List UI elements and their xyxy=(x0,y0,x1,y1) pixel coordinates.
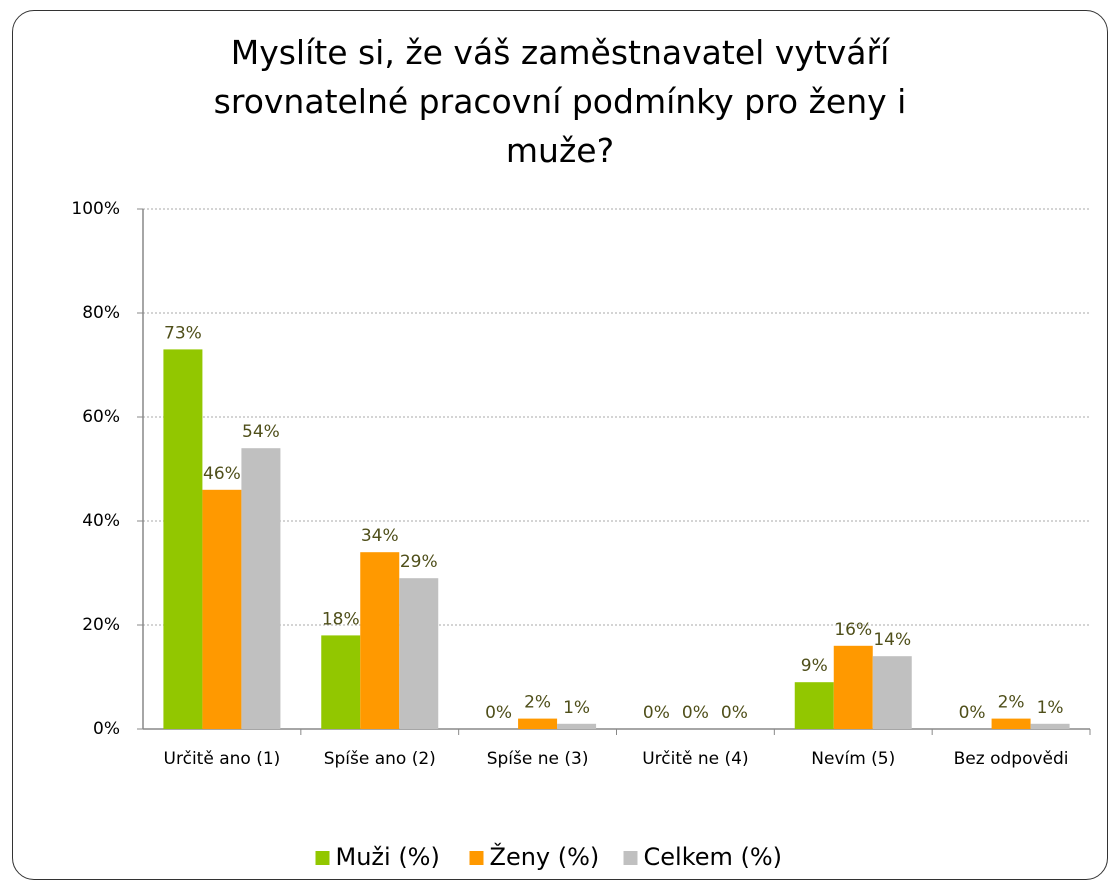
bar xyxy=(1030,723,1070,729)
value-label: 29% xyxy=(400,552,438,572)
value-label: 2% xyxy=(524,693,551,713)
y-tick-label: 100% xyxy=(71,199,120,219)
x-tick-label: Spíše ano (2) xyxy=(324,749,436,769)
bar xyxy=(557,723,597,729)
frame xyxy=(12,10,1108,880)
chart-title: Myslíte si, že váš zaměstnavatel vytváří… xyxy=(213,33,907,170)
y-tick-label: 0% xyxy=(93,719,120,739)
bar xyxy=(794,682,834,729)
value-label: 0% xyxy=(959,703,986,723)
value-label: 54% xyxy=(242,422,280,442)
legend-swatch xyxy=(623,851,638,865)
value-label: 73% xyxy=(164,323,202,343)
value-label: 1% xyxy=(1037,698,1064,718)
value-label: 18% xyxy=(322,609,360,629)
bar xyxy=(518,718,558,729)
y-tick-label: 80% xyxy=(82,303,120,323)
bar xyxy=(991,718,1031,729)
value-label: 0% xyxy=(682,703,709,723)
legend-swatch xyxy=(315,851,330,865)
y-tick-label: 20% xyxy=(82,615,120,635)
value-label: 9% xyxy=(801,656,828,676)
value-label: 46% xyxy=(203,464,241,484)
value-label: 0% xyxy=(643,703,670,723)
bar xyxy=(360,552,400,729)
x-tick-label: Bez odpovědi xyxy=(954,749,1069,769)
x-tick-label: Nevím (5) xyxy=(811,749,895,769)
value-label: 14% xyxy=(873,630,911,650)
x-tick-label: Určitě ano (1) xyxy=(164,749,281,769)
legend-label: Celkem (%) xyxy=(644,843,783,871)
bar xyxy=(202,489,242,729)
y-tick-label: 60% xyxy=(82,407,120,427)
value-label: 2% xyxy=(998,693,1025,713)
legend-label: Ženy (%) xyxy=(490,842,600,871)
value-label: 0% xyxy=(721,703,748,723)
x-tick-label: Určitě ne (4) xyxy=(642,749,748,769)
bar xyxy=(833,645,873,729)
y-tick-label: 40% xyxy=(82,511,120,531)
value-label: 16% xyxy=(834,620,872,640)
value-label: 0% xyxy=(485,703,512,723)
bar xyxy=(872,656,912,729)
bar xyxy=(321,635,361,729)
bar xyxy=(241,448,281,729)
x-tick-label: Spíše ne (3) xyxy=(487,749,589,769)
legend-label: Muži (%) xyxy=(336,843,440,871)
value-label: 34% xyxy=(361,526,399,546)
bar xyxy=(163,349,203,729)
legend-swatch xyxy=(469,851,484,865)
value-label: 1% xyxy=(563,698,590,718)
bar xyxy=(399,578,439,729)
